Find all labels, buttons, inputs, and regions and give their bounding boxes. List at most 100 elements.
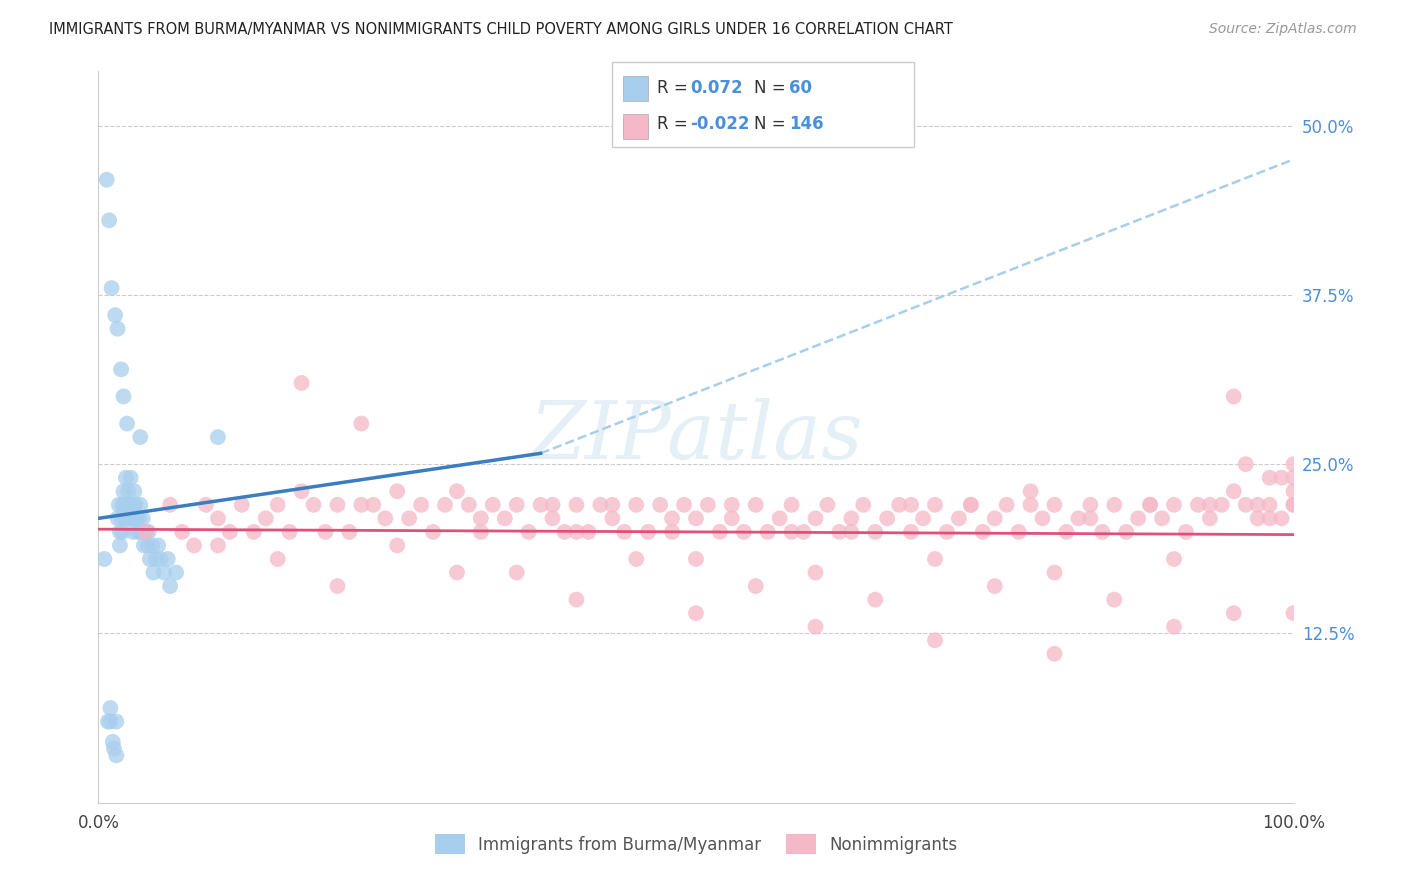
Point — [108, 524, 131, 539]
Point — [481, 498, 505, 512]
Point — [104, 308, 127, 322]
Point — [105, 714, 128, 729]
Point — [1211, 498, 1233, 512]
Point — [1223, 606, 1246, 620]
Point — [1282, 484, 1305, 499]
Point — [118, 498, 141, 512]
Point — [984, 579, 1007, 593]
Point — [136, 538, 159, 552]
Point — [602, 511, 624, 525]
Point — [139, 552, 162, 566]
Point — [1258, 471, 1281, 485]
Point — [100, 281, 122, 295]
Point — [865, 592, 887, 607]
Point — [911, 511, 934, 525]
Point — [97, 714, 120, 729]
Point — [446, 484, 468, 499]
Point — [1043, 498, 1066, 512]
Point — [709, 524, 731, 539]
Point — [960, 498, 983, 512]
Point — [1282, 498, 1305, 512]
Point — [121, 511, 143, 525]
Point — [141, 538, 163, 552]
Point — [231, 498, 253, 512]
Point — [554, 524, 576, 539]
Point — [1104, 592, 1126, 607]
Point — [661, 511, 683, 525]
Point — [411, 498, 433, 512]
Point — [145, 552, 167, 566]
Text: R =: R = — [657, 115, 693, 133]
Point — [117, 511, 139, 525]
Point — [111, 498, 134, 512]
Point — [128, 511, 150, 525]
Point — [1128, 511, 1150, 525]
Point — [470, 524, 492, 539]
Point — [1234, 457, 1257, 471]
Point — [131, 524, 153, 539]
Point — [1163, 552, 1185, 566]
Point — [685, 606, 707, 620]
Point — [124, 498, 146, 512]
Point — [398, 511, 420, 525]
Point — [1104, 498, 1126, 512]
Point — [995, 498, 1018, 512]
Point — [1199, 498, 1222, 512]
Point — [1163, 498, 1185, 512]
Point — [852, 498, 875, 512]
Text: R =: R = — [657, 78, 693, 97]
Point — [107, 322, 129, 336]
Point — [661, 524, 683, 539]
Point — [125, 511, 148, 525]
Point — [1247, 511, 1270, 525]
Point — [745, 579, 768, 593]
Point — [1175, 524, 1198, 539]
Point — [114, 511, 136, 525]
Point — [121, 498, 143, 512]
Point — [114, 498, 136, 512]
Point — [1258, 498, 1281, 512]
Point — [1247, 498, 1270, 512]
Point — [98, 714, 122, 729]
Point — [129, 430, 152, 444]
Text: ZIPatlas: ZIPatlas — [529, 399, 863, 475]
Point — [756, 524, 779, 539]
Point — [685, 552, 707, 566]
Point — [385, 484, 409, 499]
Point — [243, 524, 266, 539]
Point — [1199, 511, 1222, 525]
Point — [98, 701, 122, 715]
Text: 0.072: 0.072 — [690, 78, 742, 97]
Point — [291, 376, 314, 390]
Point — [565, 524, 588, 539]
Point — [1080, 511, 1102, 525]
Point — [889, 498, 911, 512]
Point — [350, 417, 373, 431]
Point — [815, 498, 838, 512]
Point — [115, 471, 138, 485]
Point — [948, 511, 970, 525]
Point — [841, 511, 863, 525]
Text: N =: N = — [754, 115, 790, 133]
Point — [183, 538, 205, 552]
Text: 146: 146 — [789, 115, 824, 133]
Point — [363, 498, 385, 512]
Point — [733, 524, 755, 539]
Point — [207, 511, 229, 525]
Point — [673, 498, 696, 512]
Point — [1139, 498, 1161, 512]
Point — [131, 511, 153, 525]
Point — [1282, 606, 1305, 620]
Point — [105, 748, 128, 763]
Point — [315, 524, 337, 539]
Point — [107, 511, 129, 525]
Point — [648, 498, 672, 512]
Point — [326, 498, 349, 512]
Text: 60: 60 — [789, 78, 811, 97]
Point — [129, 498, 152, 512]
Point — [103, 741, 125, 756]
Point — [110, 511, 132, 525]
Point — [804, 620, 827, 634]
Point — [112, 389, 135, 403]
Point — [900, 498, 922, 512]
